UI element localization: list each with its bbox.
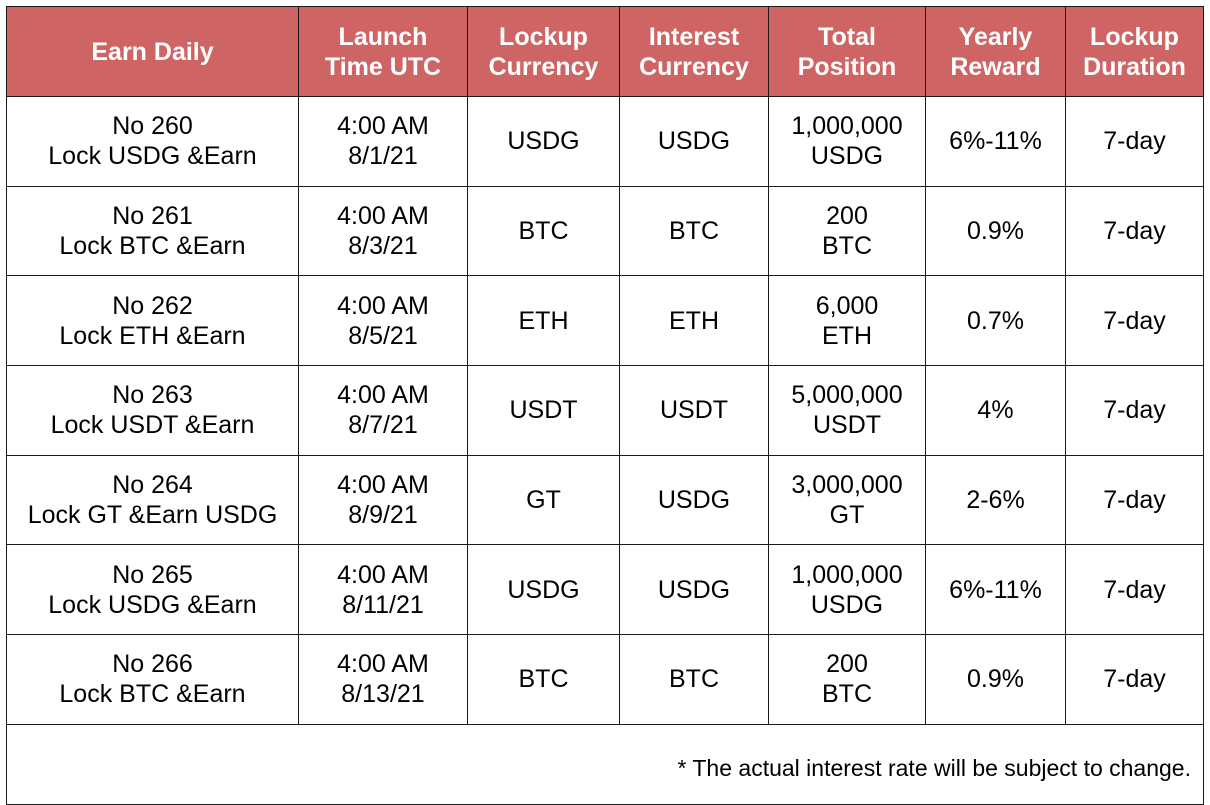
header-lockup-duration: Lockup Duration: [1065, 6, 1204, 97]
lockup-duration-cell: 7-day: [1065, 365, 1204, 456]
lockup-currency-cell: USDG: [467, 544, 620, 636]
lockup-duration-cell: 7-day: [1065, 96, 1204, 187]
table-row: No 263 Lock USDT &Earn 4:00 AM 8/7/21 US…: [6, 365, 1204, 456]
lockup-currency-cell: GT: [467, 454, 620, 546]
lockup-currency-cell: BTC: [467, 634, 620, 725]
total-position-cell: 200 BTC: [768, 634, 926, 725]
header-total-position: Total Position: [768, 6, 926, 97]
earn-daily-schedule: Earn Daily Launch Time UTC Lockup Curren…: [6, 6, 1204, 805]
table-row: No 264 Lock GT &Earn USDG 4:00 AM 8/9/21…: [6, 454, 1204, 546]
total-position-cell: 5,000,000 USDT: [768, 365, 926, 456]
launch-time-cell: 4:00 AM 8/9/21: [298, 454, 468, 546]
table-header: Earn Daily Launch Time UTC Lockup Curren…: [6, 6, 1204, 97]
interest-currency-cell: USDT: [619, 365, 769, 456]
interest-currency-cell: ETH: [619, 275, 769, 367]
launch-time-cell: 4:00 AM 8/5/21: [298, 275, 468, 367]
launch-time-cell: 4:00 AM 8/3/21: [298, 185, 468, 277]
interest-currency-cell: BTC: [619, 634, 769, 725]
lockup-duration-cell: 7-day: [1065, 275, 1204, 367]
total-position-cell: 6,000 ETH: [768, 275, 926, 367]
table-row: No 261 Lock BTC &Earn 4:00 AM 8/3/21 BTC…: [6, 185, 1204, 277]
earn-name-cell: No 261 Lock BTC &Earn: [6, 185, 299, 277]
interest-currency-cell: USDG: [619, 544, 769, 636]
yearly-reward-cell: 4%: [925, 365, 1066, 456]
lockup-duration-cell: 7-day: [1065, 544, 1204, 636]
launch-time-cell: 4:00 AM 8/1/21: [298, 96, 468, 187]
yearly-reward-cell: 0.7%: [925, 275, 1066, 367]
total-position-cell: 1,000,000 USDG: [768, 544, 926, 636]
lockup-duration-cell: 7-day: [1065, 454, 1204, 546]
header-lockup-currency: Lockup Currency: [467, 6, 620, 97]
lockup-currency-cell: BTC: [467, 185, 620, 277]
table-row: No 262 Lock ETH &Earn 4:00 AM 8/5/21 ETH…: [6, 275, 1204, 367]
total-position-cell: 3,000,000 GT: [768, 454, 926, 546]
earn-name-cell: No 263 Lock USDT &Earn: [6, 365, 299, 456]
earn-daily-table: Earn Daily Launch Time UTC Lockup Curren…: [6, 6, 1204, 805]
yearly-reward-cell: 2-6%: [925, 454, 1066, 546]
launch-time-cell: 4:00 AM 8/7/21: [298, 365, 468, 456]
table-row: No 265 Lock USDG &Earn 4:00 AM 8/11/21 U…: [6, 544, 1204, 636]
earn-name-cell: No 265 Lock USDG &Earn: [6, 544, 299, 636]
footnote: * The actual interest rate will be subje…: [6, 723, 1204, 805]
earn-name-cell: No 260 Lock USDG &Earn: [6, 96, 299, 187]
footnote-row: * The actual interest rate will be subje…: [6, 723, 1204, 805]
table-row: No 266 Lock BTC &Earn 4:00 AM 8/13/21 BT…: [6, 634, 1204, 725]
interest-currency-cell: USDG: [619, 454, 769, 546]
header-earn-daily: Earn Daily: [6, 6, 299, 97]
earn-name-cell: No 262 Lock ETH &Earn: [6, 275, 299, 367]
yearly-reward-cell: 0.9%: [925, 634, 1066, 725]
earn-name-cell: No 266 Lock BTC &Earn: [6, 634, 299, 725]
header-interest-currency: Interest Currency: [619, 6, 769, 97]
yearly-reward-cell: 0.9%: [925, 185, 1066, 277]
header-yearly-reward: Yearly Reward: [925, 6, 1066, 97]
interest-currency-cell: BTC: [619, 185, 769, 277]
table-row: No 260 Lock USDG &Earn 4:00 AM 8/1/21 US…: [6, 96, 1204, 187]
yearly-reward-cell: 6%-11%: [925, 544, 1066, 636]
lockup-currency-cell: USDG: [467, 96, 620, 187]
header-row: Earn Daily Launch Time UTC Lockup Curren…: [6, 6, 1204, 97]
interest-currency-cell: USDG: [619, 96, 769, 187]
lockup-duration-cell: 7-day: [1065, 634, 1204, 725]
lockup-currency-cell: USDT: [467, 365, 620, 456]
launch-time-cell: 4:00 AM 8/11/21: [298, 544, 468, 636]
header-launch-time: Launch Time UTC: [298, 6, 468, 97]
launch-time-cell: 4:00 AM 8/13/21: [298, 634, 468, 725]
lockup-duration-cell: 7-day: [1065, 185, 1204, 277]
total-position-cell: 1,000,000 USDG: [768, 96, 926, 187]
table-body: No 260 Lock USDG &Earn 4:00 AM 8/1/21 US…: [6, 96, 1204, 805]
yearly-reward-cell: 6%-11%: [925, 96, 1066, 187]
earn-name-cell: No 264 Lock GT &Earn USDG: [6, 454, 299, 546]
lockup-currency-cell: ETH: [467, 275, 620, 367]
total-position-cell: 200 BTC: [768, 185, 926, 277]
